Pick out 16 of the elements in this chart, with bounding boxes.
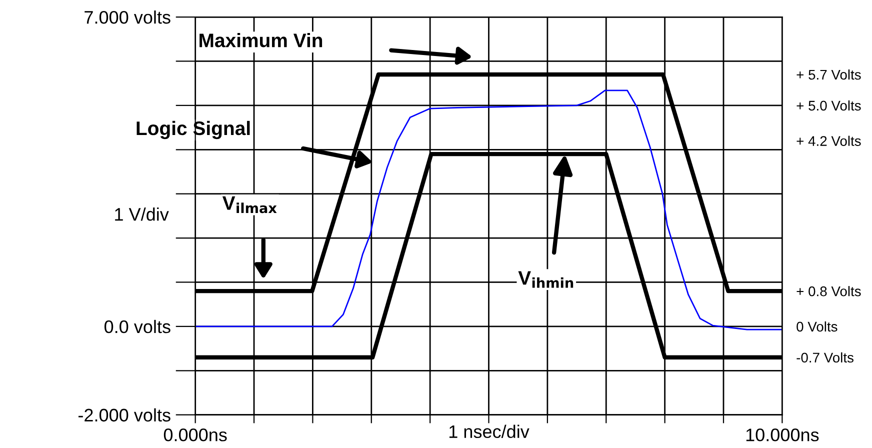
y-tick-label: 0.0 volts (104, 320, 170, 334)
y-tick-label: 7.000 volts (84, 10, 170, 24)
y-axis-title: 1 V/div (115, 208, 169, 221)
y2-tick-label: + 5.7 Volts (796, 69, 861, 80)
annotation: V$_{ilmax}$ (222, 196, 277, 214)
annotation: Maximum Vin (200, 33, 322, 48)
y2-tick-label: + 0.8 Volts (796, 286, 861, 296)
y2-tick-label: + 5.0 Volts (796, 100, 861, 111)
x-tick-label: 0.000ns (164, 428, 227, 442)
y2-tick-label: 0 Volts (796, 321, 838, 332)
x-axis-title: 1 nsec/div (449, 424, 530, 438)
x-tick-label: 10.000ns (746, 428, 819, 442)
y2-tick-label: -0.7 Volts (796, 352, 854, 363)
y2-tick-label: + 4.2 Volts (796, 136, 861, 146)
y-tick-label: -2.000 volts (78, 408, 170, 422)
annotation: V$_{ihmin}$ (518, 271, 574, 288)
